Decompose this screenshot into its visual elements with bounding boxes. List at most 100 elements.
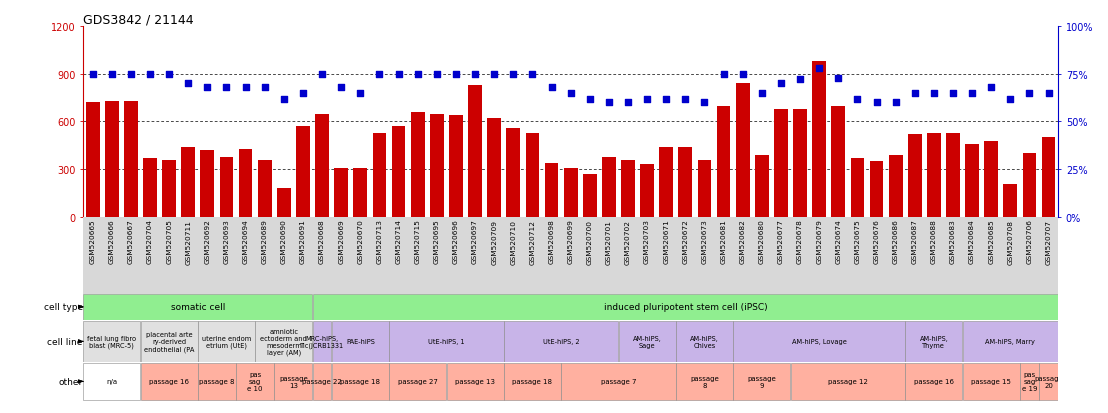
- Text: pas
sag
e 19: pas sag e 19: [1022, 372, 1037, 392]
- Text: GSM520687: GSM520687: [912, 219, 917, 264]
- Text: uterine endom
etrium (UtE): uterine endom etrium (UtE): [202, 335, 252, 348]
- Point: [294, 90, 311, 97]
- Text: GSM520669: GSM520669: [338, 219, 345, 264]
- Bar: [927, 133, 941, 218]
- Bar: [506, 128, 520, 218]
- Point: [198, 85, 216, 91]
- Bar: [583, 175, 596, 218]
- Bar: [335, 168, 348, 218]
- Point: [466, 71, 484, 78]
- Text: GSM520693: GSM520693: [224, 219, 229, 264]
- Bar: [889, 156, 903, 218]
- Text: GSM520698: GSM520698: [548, 219, 554, 264]
- Bar: [236, 363, 274, 400]
- Text: passage 15: passage 15: [972, 379, 1012, 385]
- Text: GSM520684: GSM520684: [970, 219, 975, 264]
- Bar: [733, 363, 790, 400]
- Point: [428, 71, 445, 78]
- Text: GSM520709: GSM520709: [491, 219, 497, 264]
- Bar: [312, 363, 331, 400]
- Bar: [312, 294, 1058, 320]
- Text: passage 13: passage 13: [455, 379, 495, 385]
- Text: other: other: [59, 377, 83, 386]
- Bar: [447, 363, 503, 400]
- Bar: [678, 147, 692, 218]
- Bar: [238, 149, 253, 218]
- Point: [983, 85, 1001, 91]
- Point: [830, 75, 848, 82]
- Bar: [965, 145, 979, 218]
- Point: [733, 71, 751, 78]
- Text: GSM520713: GSM520713: [377, 219, 382, 264]
- Text: PAE-hiPS: PAE-hiPS: [346, 339, 375, 344]
- Text: GSM520678: GSM520678: [797, 219, 803, 264]
- Point: [696, 100, 714, 107]
- Bar: [812, 62, 827, 218]
- Point: [256, 85, 274, 91]
- Text: passage 12: passage 12: [828, 379, 868, 385]
- Text: passage 18: passage 18: [512, 379, 553, 385]
- Text: GDS3842 / 21144: GDS3842 / 21144: [83, 14, 194, 27]
- Text: GSM520688: GSM520688: [931, 219, 937, 264]
- Text: GSM520677: GSM520677: [778, 219, 784, 264]
- Point: [906, 90, 924, 97]
- Bar: [83, 294, 312, 320]
- Text: GSM520697: GSM520697: [472, 219, 478, 264]
- Bar: [562, 363, 676, 400]
- Text: pas
sag
e 10: pas sag e 10: [247, 372, 263, 392]
- Point: [523, 71, 541, 78]
- Text: GSM520695: GSM520695: [434, 219, 440, 264]
- Text: passage
8: passage 8: [690, 375, 719, 388]
- Text: GSM520700: GSM520700: [587, 219, 593, 264]
- Text: GSM520667: GSM520667: [127, 219, 134, 264]
- Point: [485, 71, 503, 78]
- Text: passage 16: passage 16: [150, 379, 189, 385]
- Point: [581, 96, 598, 102]
- Point: [963, 90, 981, 97]
- Point: [849, 96, 866, 102]
- Bar: [1023, 154, 1036, 218]
- Bar: [618, 321, 676, 362]
- Bar: [219, 157, 234, 218]
- Bar: [793, 109, 807, 218]
- Point: [791, 77, 809, 83]
- Text: GSM520686: GSM520686: [893, 219, 899, 264]
- Bar: [984, 141, 998, 218]
- Bar: [831, 106, 845, 218]
- Bar: [676, 363, 732, 400]
- Text: AM-hiPS,
Sage: AM-hiPS, Sage: [633, 335, 661, 348]
- Point: [715, 71, 732, 78]
- Text: GSM520679: GSM520679: [817, 219, 822, 264]
- Bar: [504, 363, 561, 400]
- Text: AM-hiPS,
Chives: AM-hiPS, Chives: [690, 335, 719, 348]
- Text: GSM520682: GSM520682: [740, 219, 746, 264]
- Bar: [851, 159, 864, 218]
- Text: UtE-hiPS, 1: UtE-hiPS, 1: [428, 339, 464, 344]
- Point: [314, 71, 331, 78]
- Bar: [640, 165, 654, 218]
- Point: [810, 66, 828, 72]
- Text: GSM520702: GSM520702: [625, 219, 630, 264]
- Point: [772, 81, 790, 88]
- Text: GSM520708: GSM520708: [1007, 219, 1014, 264]
- Text: AM-hiPS,
Thyme: AM-hiPS, Thyme: [920, 335, 948, 348]
- Text: induced pluripotent stem cell (iPSC): induced pluripotent stem cell (iPSC): [604, 303, 767, 312]
- Bar: [124, 102, 137, 218]
- Text: GSM520711: GSM520711: [185, 219, 192, 264]
- Bar: [315, 114, 329, 218]
- Bar: [622, 160, 635, 218]
- Point: [562, 90, 579, 97]
- Bar: [389, 321, 503, 362]
- Bar: [331, 363, 389, 400]
- Text: GSM520705: GSM520705: [166, 219, 172, 264]
- Point: [619, 100, 637, 107]
- Bar: [1004, 184, 1017, 218]
- Bar: [258, 160, 271, 218]
- Text: GSM520692: GSM520692: [204, 219, 211, 264]
- Bar: [296, 127, 310, 218]
- Bar: [698, 160, 711, 218]
- Bar: [946, 133, 960, 218]
- Text: somatic cell: somatic cell: [171, 303, 225, 312]
- Text: passage
9: passage 9: [748, 375, 777, 388]
- Point: [275, 96, 293, 102]
